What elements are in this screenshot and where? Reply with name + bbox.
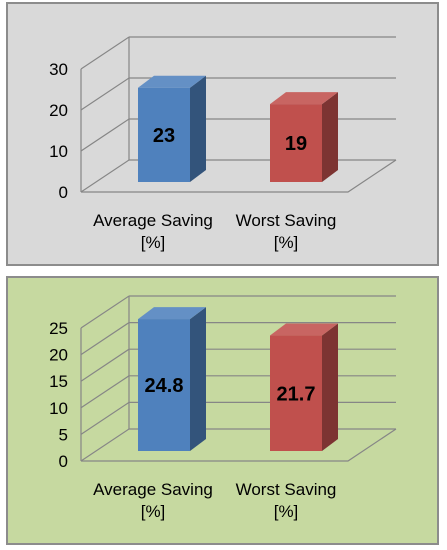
data-label: 24.8 bbox=[145, 375, 184, 397]
bar-top bbox=[138, 75, 206, 88]
chart-panel-bottom: 0 5 10 15 20 25 24.8 21.7 Average Saving [%] Worst… bbox=[6, 276, 439, 545]
bar-top bbox=[138, 307, 206, 320]
category-label: [%] bbox=[274, 502, 299, 521]
data-label: 23 bbox=[153, 125, 175, 147]
gridlines bbox=[80, 36, 397, 193]
bar-chart-bottom: 0 5 10 15 20 25 24.8 21.7 Average Saving [%] Worst… bbox=[49, 295, 397, 521]
bar-side bbox=[322, 323, 338, 451]
category-label: Worst Saving bbox=[236, 480, 337, 499]
floor-edge bbox=[81, 428, 397, 462]
y-tick-label: 20 bbox=[49, 346, 68, 365]
data-label: 21.7 bbox=[277, 383, 316, 405]
gridline-diagonal bbox=[80, 118, 130, 152]
gridline-diagonal bbox=[80, 159, 130, 193]
y-tick-label: 0 bbox=[59, 452, 68, 471]
category-label: Average Saving bbox=[93, 211, 213, 230]
floor-edge bbox=[81, 159, 397, 193]
category-label: [%] bbox=[141, 502, 166, 521]
category-label: [%] bbox=[141, 233, 166, 252]
data-label: 19 bbox=[285, 133, 307, 155]
gridline-diagonal bbox=[80, 375, 130, 409]
y-tick-label: 25 bbox=[49, 319, 68, 338]
bar-chart-top: 0 10 20 30 23 19 Average Saving [%] Worst Saving… bbox=[49, 36, 397, 252]
y-tick-label: 10 bbox=[49, 142, 68, 161]
category-label: [%] bbox=[274, 233, 299, 252]
gridline-diagonal bbox=[80, 348, 130, 382]
chart-panel-top: 0 10 20 30 23 19 Average Saving [%] Worst Saving… bbox=[6, 2, 439, 266]
gridline-diagonal bbox=[80, 36, 130, 70]
bar bbox=[138, 307, 206, 451]
category-label: Worst Saving bbox=[236, 211, 337, 230]
y-tick-label: 20 bbox=[49, 101, 68, 120]
y-tick-label: 15 bbox=[49, 372, 68, 391]
gridlines bbox=[80, 295, 397, 462]
bar-top bbox=[270, 92, 338, 105]
bar-side bbox=[322, 92, 338, 182]
y-tick-label: 5 bbox=[59, 425, 68, 444]
gridline-diagonal bbox=[80, 322, 130, 356]
bar-side bbox=[190, 307, 206, 451]
gridline-diagonal bbox=[80, 428, 130, 462]
y-tick-label: 10 bbox=[49, 399, 68, 418]
bar-front bbox=[138, 87, 190, 182]
bar bbox=[270, 92, 338, 182]
gridline-diagonal bbox=[80, 401, 130, 435]
gridline-diagonal bbox=[80, 295, 130, 329]
category-label: Average Saving bbox=[93, 480, 213, 499]
y-tick-label: 30 bbox=[49, 60, 68, 79]
bar-front bbox=[138, 319, 190, 451]
bar bbox=[138, 75, 206, 182]
y-tick-label: 0 bbox=[59, 183, 68, 202]
bar bbox=[270, 323, 338, 451]
bar-front bbox=[270, 335, 322, 451]
bar-side bbox=[190, 75, 206, 182]
bar-front bbox=[270, 104, 322, 182]
gridline-diagonal bbox=[80, 77, 130, 111]
bar-top bbox=[270, 323, 338, 336]
